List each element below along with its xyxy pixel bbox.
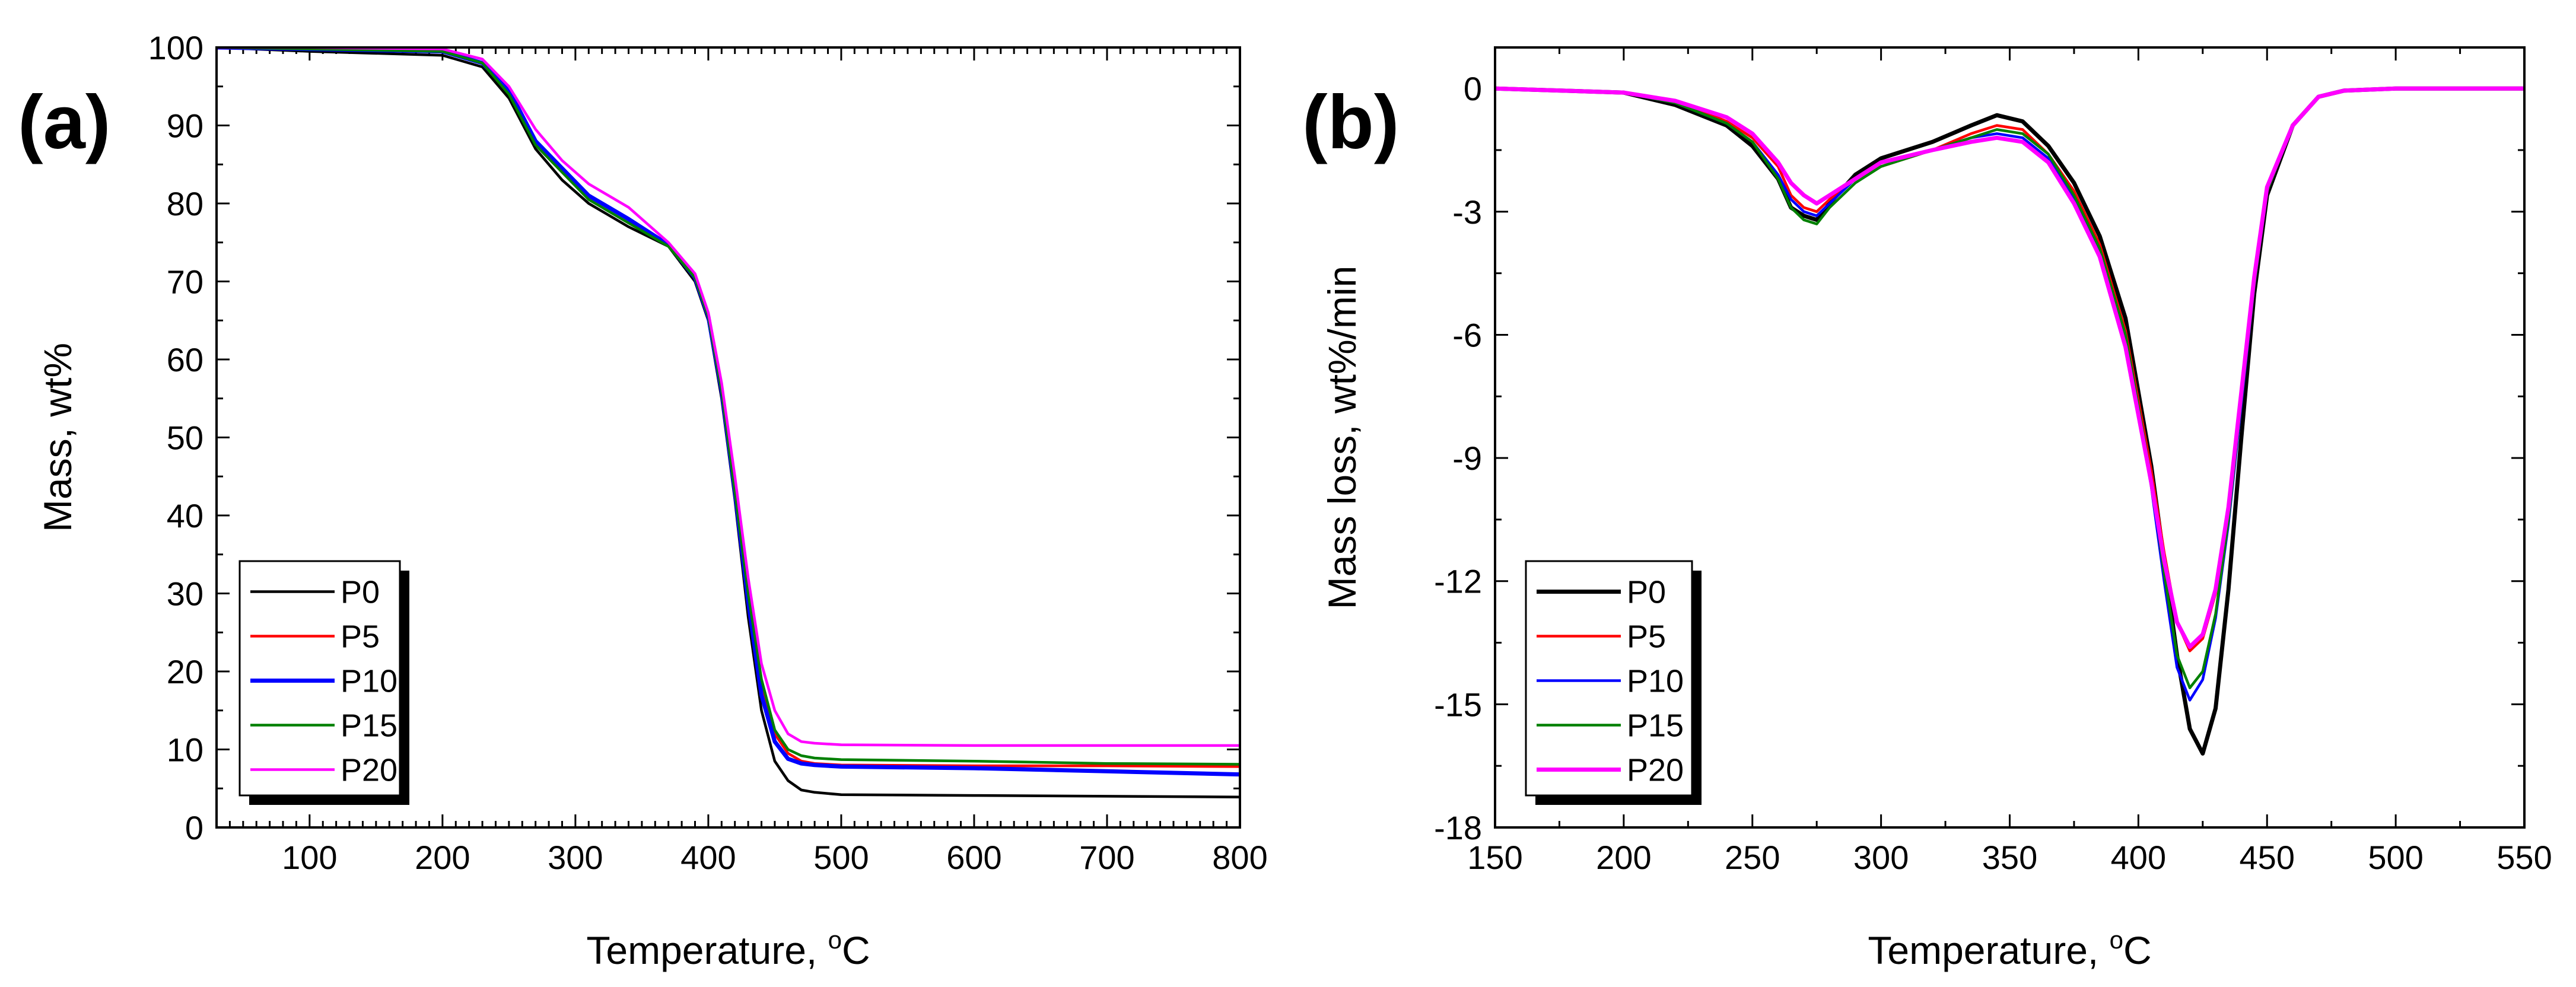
plot-frame [215,46,1241,829]
series-line-p20 [217,47,1240,747]
x-tick-label: 550 [2497,839,2552,876]
legend: P0 P5 P10 P15 P20 [1525,560,1702,805]
x-tick-label: 600 [946,839,1001,876]
x-tick-label: 300 [1853,839,1909,876]
y-tick-label: 90 [167,107,203,145]
y-tick-label: 20 [167,653,203,690]
series-group [217,47,1240,798]
legend-box [1525,560,1693,797]
chart-panel-b: (b) 150 200 250 300 350 400 450 500 550 0 -3 -6 -9 -12… [1302,46,2552,972]
x-tick-label: 500 [2368,839,2423,876]
x-tick-label: 350 [1982,839,2037,876]
x-axis-title-unit: C [2123,928,2152,972]
plot-frame [1494,46,2526,829]
x-axis-title: Temperature, oC [586,926,870,972]
y-tick-label: 0 [185,809,203,846]
legend-box [238,560,401,797]
legend-label-p5: P5 [341,619,380,655]
y-tick-label: 30 [167,575,203,613]
chart-panel-a: (a) 100 200 300 400 500 600 700 800 0 10 20 30 40 50 60… [18,29,1268,972]
x-tick-label: 400 [680,839,736,876]
series-line-p20 [1495,86,2524,649]
x-tick-label: 300 [548,839,603,876]
y-tick-label: -18 [1434,809,1482,846]
x-axis-title: Temperature, oC [1868,926,2151,972]
y-axis-title: Mass, wt% [36,343,79,532]
x-tick-label: 200 [415,839,470,876]
y-tick-label: -12 [1434,563,1482,600]
y-tick-label: 50 [167,419,203,457]
y-tick-label: -15 [1434,686,1482,723]
x-tick-label: 200 [1596,839,1651,876]
legend-label-p15: P15 [1627,708,1684,744]
y-tick-label: 80 [167,185,203,222]
legend-label-p0: P0 [1627,575,1666,610]
y-tick-label: 0 [1464,70,1482,107]
y-tick-label: 60 [167,341,203,378]
series-group [1495,86,2524,756]
x-axis-title-superscript: o [828,926,842,954]
y-tick-label: 40 [167,497,203,534]
y-tick-label: -6 [1452,316,1482,354]
x-tick-label: 500 [813,839,869,876]
x-axis-title-superscript: o [2110,926,2123,954]
y-tick-label: 70 [167,263,203,301]
legend-label-p5: P5 [1627,619,1666,655]
y-tick-label: -9 [1452,440,1482,477]
x-tick-label: 150 [1467,839,1522,876]
legend-label-p15: P15 [341,708,397,744]
x-tick-label: 250 [1725,839,1780,876]
x-axis-title-text: Temperature, [1868,928,2109,972]
legend: P0 P5 P10 P15 P20 [238,560,409,805]
panel-letter: (b) [1302,80,1399,165]
x-tick-label: 450 [2240,839,2295,876]
x-tick-label: 700 [1079,839,1134,876]
legend-label-p10: P10 [1627,664,1684,699]
panel-letter: (a) [18,80,110,165]
x-axis-title-text: Temperature, [586,928,828,972]
legend-label-p20: P20 [1627,753,1684,788]
y-tick-label: 100 [148,29,203,66]
y-tick-label: 10 [167,731,203,769]
x-tick-label: 100 [282,839,337,876]
legend-label-p0: P0 [341,575,380,610]
x-tick-label: 800 [1212,839,1267,876]
y-tick-label: -3 [1452,193,1482,231]
x-tick-label: 400 [2111,839,2166,876]
legend-label-p20: P20 [341,753,397,788]
legend-label-p10: P10 [341,664,397,699]
y-axis-title: Mass loss, wt%/min [1320,266,1364,609]
x-axis-title-unit: C [842,928,870,972]
